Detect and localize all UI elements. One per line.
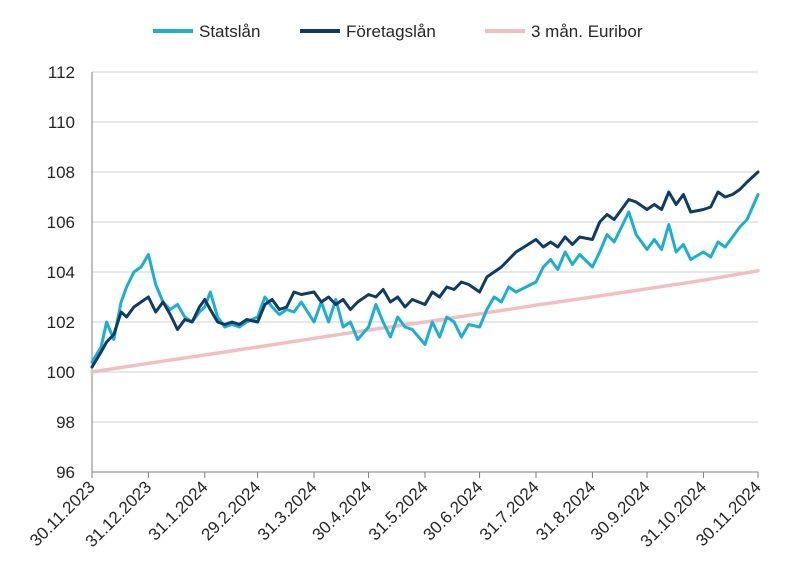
y-tick-label-96: 96 [56, 463, 75, 482]
y-tick-label-106: 106 [47, 213, 75, 232]
series-line-1 [90, 170, 760, 369]
series-line-2 [90, 269, 760, 374]
y-tick-label-102: 102 [47, 313, 75, 332]
gridlines [92, 71, 758, 473]
legend: Statslån Företagslån 3 mån. Euribor [153, 22, 643, 41]
y-axis-tick-labels: 96 98 100 102 104 106 108 110 112 [47, 63, 75, 482]
series-lines [90, 170, 760, 374]
y-tick-label-112: 112 [48, 63, 75, 82]
legend-label-1: Företagslån [346, 22, 436, 41]
x-tick-label-31.7.2024: 31.7.2024 [476, 477, 543, 544]
x-axis: 30.11.202331.12.202331.1.202429.2.202431… [26, 72, 765, 551]
x-tick-label-30.4.2024: 30.4.2024 [308, 477, 375, 544]
series-line-0 [90, 193, 760, 364]
legend-label-2: 3 mån. Euribor [531, 22, 643, 41]
y-tick-label-104: 104 [47, 263, 75, 282]
y-tick-label-110: 110 [48, 113, 75, 132]
legend-label-0: Statslån [199, 22, 260, 41]
y-tick-label-98: 98 [56, 413, 75, 432]
y-tick-label-108: 108 [47, 163, 75, 182]
y-tick-label-100: 100 [47, 363, 75, 382]
x-tick-label-30.6.2024: 30.6.2024 [419, 477, 486, 544]
